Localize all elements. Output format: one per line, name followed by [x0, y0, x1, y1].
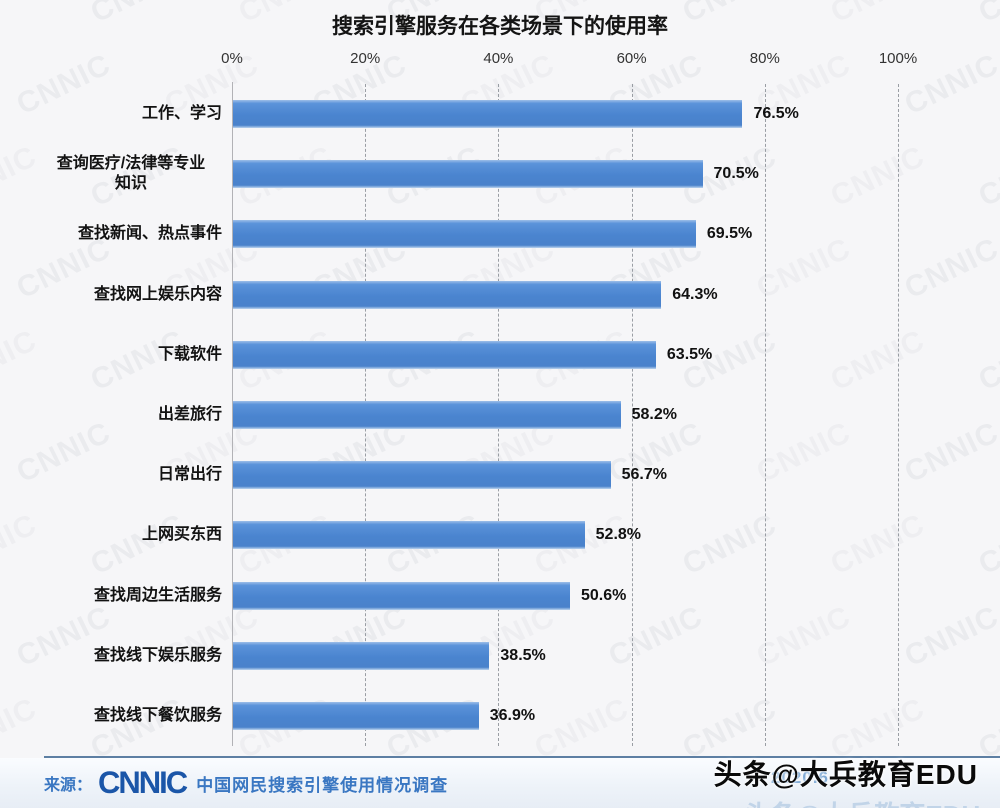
- value-label: 76.5%: [753, 105, 799, 123]
- bar-track: 52.8%: [232, 521, 898, 550]
- bar-track: 56.7%: [232, 461, 898, 490]
- y-axis-line: [232, 82, 233, 746]
- bar-row: 上网买东西 52.8%: [40, 505, 1000, 565]
- bar-row: 查找线下餐饮服务 36.9%: [40, 686, 1000, 746]
- value-label: 69.5%: [706, 225, 753, 243]
- bar: [233, 280, 662, 309]
- bar-track: 63.5%: [232, 340, 898, 369]
- bar: [233, 401, 621, 430]
- value-label: 52.8%: [595, 526, 642, 544]
- bar-chart: 0% 20% 40% 60% 80% 100% 工作、学习 76.5% 查询医疗/法律等专…: [0, 44, 1000, 746]
- x-axis-tick: 80%: [749, 50, 780, 67]
- category-label: 查找线下娱乐服务: [93, 646, 222, 664]
- value-label: 50.6%: [580, 586, 627, 604]
- bar-track: 69.5%: [232, 220, 898, 249]
- value-label: 58.2%: [631, 406, 677, 424]
- gridline: [764, 84, 766, 746]
- category-label: 查找新闻、热点事件: [77, 225, 222, 243]
- x-axis-tick: 40%: [483, 50, 514, 67]
- publisher-byline: 头条@大兵教育EDU: [713, 759, 978, 790]
- bar: [233, 521, 585, 550]
- byline-ghost-watermark: 头条@大兵教育EDU: [744, 795, 980, 808]
- bar-track: 38.5%: [232, 641, 898, 670]
- category-label: 查询医疗/法律等专业 知识: [56, 155, 206, 193]
- bar-row: 查找新闻、热点事件 69.5%: [40, 204, 1000, 264]
- x-axis-tick: 100%: [878, 50, 918, 67]
- bar-row: 查找线下娱乐服务 38.5%: [40, 626, 1000, 686]
- bar: [233, 581, 570, 610]
- value-label: 63.5%: [666, 345, 713, 363]
- bar-rows: 工作、学习 76.5% 查询医疗/法律等专业 知识 70.5% 查找新闻、热点事…: [40, 84, 1000, 746]
- bar-row: 查找网上娱乐内容 64.3%: [40, 265, 1000, 325]
- category-label: 日常出行: [157, 466, 222, 484]
- cnnic-logo: CNNIC: [98, 764, 188, 801]
- x-axis-tick: 20%: [350, 50, 381, 67]
- bar: [233, 100, 743, 129]
- bar-row: 查询医疗/法律等专业 知识 70.5%: [40, 144, 1000, 204]
- gridline: [631, 84, 633, 746]
- bar-track: 70.5%: [232, 160, 898, 189]
- x-axis-tick-labels: 0% 20% 40% 60% 80% 100%: [221, 50, 917, 70]
- survey-name-label: 中国网民搜索引擎使用情况调查: [196, 775, 449, 795]
- x-axis-tick: 60%: [616, 50, 647, 67]
- bar-track: 58.2%: [232, 401, 898, 430]
- bar: [233, 160, 703, 189]
- value-label: 64.3%: [672, 285, 718, 303]
- gridline: [898, 84, 899, 746]
- bar-row: 出差旅行 58.2%: [40, 385, 1000, 445]
- category-label: 查找周边生活服务: [93, 586, 222, 604]
- category-label: 上网买东西: [141, 526, 222, 544]
- bar: [233, 340, 656, 369]
- bar: [233, 701, 479, 730]
- bar-track: 36.9%: [232, 701, 898, 730]
- bar-track: 76.5%: [232, 100, 898, 129]
- chart-title: 搜索引擎服务在各类场景下的使用率: [332, 15, 668, 38]
- source-footer: 来源： CNNIC 中国网民搜索引擎使用情况调查: [0, 756, 1000, 808]
- bar-track: 64.3%: [232, 280, 898, 309]
- category-label: 下载软件: [157, 345, 222, 363]
- category-label: 查找网上娱乐内容: [93, 285, 222, 303]
- value-label: 36.9%: [489, 706, 536, 724]
- x-axis-tick: 0%: [221, 50, 243, 67]
- footer-divider-line: [44, 756, 1000, 758]
- source-prefix-label: 来源：: [44, 777, 93, 794]
- bar-row: 查找周边生活服务 50.6%: [40, 566, 1000, 626]
- bar-track: 50.6%: [232, 581, 898, 610]
- value-label: 56.7%: [621, 466, 667, 484]
- bar-row: 工作、学习 76.5%: [40, 84, 1000, 144]
- value-label: 70.5%: [713, 165, 759, 183]
- bar-row: 日常出行 56.7%: [40, 445, 1000, 505]
- value-label: 38.5%: [500, 646, 546, 664]
- bar: [233, 220, 696, 249]
- category-label: 出差旅行: [157, 406, 222, 424]
- category-label: 工作、学习: [141, 105, 222, 123]
- bar-row: 下载软件 63.5%: [40, 325, 1000, 385]
- date-watermark: 2020.6: [771, 768, 829, 787]
- bar: [233, 641, 490, 670]
- bar: [233, 461, 611, 490]
- category-label: 查找线下餐饮服务: [93, 706, 222, 724]
